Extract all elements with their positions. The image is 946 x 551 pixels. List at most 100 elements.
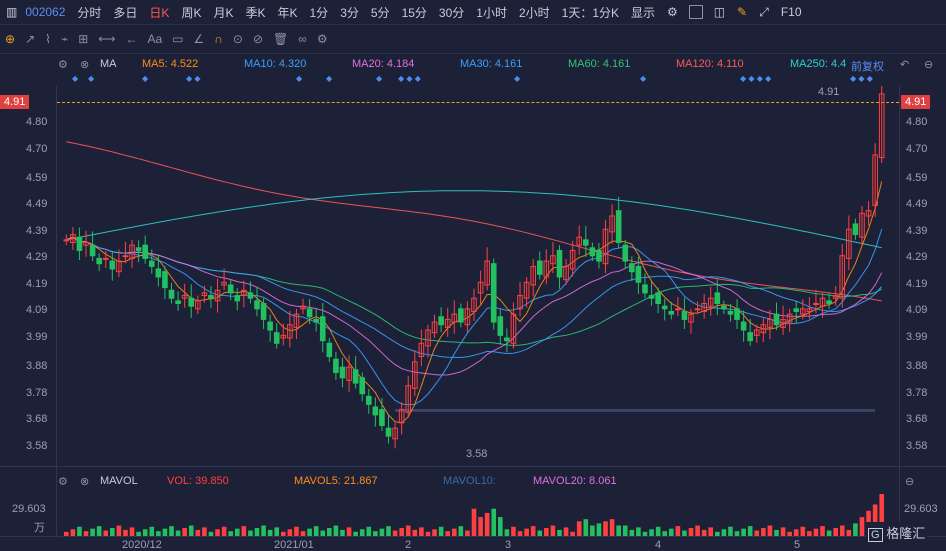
candle-body (563, 265, 569, 281)
volume-bar (202, 527, 207, 536)
angle-tool-icon[interactable]: ∠ (193, 32, 205, 46)
vol-settings-icon[interactable]: ⚙ (58, 476, 68, 488)
arrow-tool-icon[interactable]: ← (125, 32, 138, 46)
volume-bar (741, 528, 746, 536)
event-marker[interactable]: ◆ (376, 74, 383, 83)
volume-bar (787, 531, 792, 536)
event-marker[interactable]: ◆ ◆ ◆ (398, 74, 421, 83)
volume-bar (261, 525, 266, 536)
note-tool-icon[interactable]: ▭ (172, 32, 184, 46)
tab-1min[interactable]: 1分 (309, 5, 329, 20)
ma-close-icon[interactable]: ⊗ (80, 59, 90, 71)
period-dropdown[interactable]: 1天：1分K (561, 5, 620, 20)
event-marker[interactable]: ◆ (640, 74, 647, 83)
x-tick-dec: 2020/12 (122, 539, 162, 551)
volume-bar (451, 528, 457, 536)
line-tool-icon[interactable]: ↗ (25, 32, 36, 46)
volume-bar (136, 531, 141, 536)
tab-monthly-k[interactable]: 月K (213, 5, 234, 20)
event-marker[interactable]: ◆ (142, 74, 149, 83)
tab-yearly-k[interactable]: 年K (277, 5, 298, 20)
candle-body (63, 239, 70, 242)
candle-body (675, 308, 681, 311)
event-marker[interactable]: ◆ (326, 74, 333, 83)
adjust-mode[interactable]: 前复权 (851, 61, 884, 73)
candle-body (596, 249, 602, 262)
tab-weekly-k[interactable]: 周K (181, 5, 202, 20)
support-band (395, 408, 876, 412)
candle-body (412, 361, 418, 389)
wave-tool-icon[interactable]: ⌁ (60, 32, 69, 46)
volume-bar (800, 526, 806, 536)
event-marker[interactable]: ◆ (296, 74, 303, 83)
lock-tool-icon[interactable]: ⊙ (232, 32, 243, 46)
y-tick-label: 3.88 (906, 360, 928, 373)
tab-3min[interactable]: 3分 (340, 5, 359, 20)
volume-chart[interactable] (57, 492, 899, 536)
event-marker[interactable]: ◆ (514, 74, 521, 83)
stock-code[interactable]: 002062 (25, 5, 66, 19)
minus-icon[interactable]: ⊖ (924, 59, 934, 71)
candle-body (392, 427, 398, 440)
volume-bar (90, 528, 95, 536)
event-marker[interactable]: ◆ (88, 74, 95, 83)
layout-icon[interactable]: ▥ (6, 5, 18, 19)
volume-bar (195, 529, 201, 536)
vol-close-icon[interactable]: ⊗ (80, 476, 90, 488)
volume-bar (142, 529, 148, 536)
volume-bar (405, 525, 411, 536)
y-tick-label: 3.58 (26, 439, 48, 452)
candle-body (589, 247, 596, 257)
mavol20-value: MAVOL20: 8.061 (533, 475, 617, 487)
text-tool-icon[interactable]: Aa (147, 32, 163, 46)
tab-30min[interactable]: 30分 (438, 5, 465, 20)
candle-body (878, 93, 885, 159)
ma-settings-icon[interactable]: ⚙ (58, 59, 68, 71)
f10-button[interactable]: F10 (780, 5, 802, 19)
candle-body (122, 255, 129, 258)
volume-bar (300, 531, 306, 536)
tab-2hour[interactable]: 2小时 (518, 5, 550, 20)
volume-bar (333, 525, 339, 536)
ma10-line (66, 228, 883, 406)
delete-tool-icon[interactable]: 🗑 (273, 32, 289, 46)
candle-body (451, 313, 458, 323)
tab-multiday[interactable]: 多日 (113, 5, 138, 20)
settings-icon[interactable]: ⚙ (667, 5, 678, 19)
tab-quarterly-k[interactable]: 季K (245, 5, 266, 20)
volume-bar (754, 530, 760, 536)
crosshair-tool-icon[interactable]: ⊕ (5, 32, 16, 46)
candle-body (602, 228, 609, 265)
tab-daily-k[interactable]: 日K (149, 5, 170, 20)
event-marker[interactable]: ◆ ◆ ◆ (850, 74, 873, 83)
volume-bar (70, 529, 76, 536)
magnet-tool-icon[interactable]: ∩ (214, 32, 223, 46)
candle-body (497, 316, 504, 336)
tab-15min[interactable]: 15分 (401, 5, 427, 20)
tab-5min[interactable]: 5分 (370, 5, 390, 20)
tab-timeshare[interactable]: 分时 (77, 5, 102, 20)
volume-bar (596, 523, 602, 536)
volume-bar (438, 526, 444, 536)
event-marker[interactable]: ◆ ◆ (186, 74, 201, 83)
event-marker[interactable]: ◆ (72, 74, 79, 83)
measure-tool-icon[interactable]: ⟷ (98, 32, 116, 46)
vol-minus-icon[interactable]: ⊖ (905, 476, 915, 488)
volume-bar (386, 526, 391, 536)
fullscreen-icon[interactable]: ⤢ (759, 4, 769, 19)
tool-settings-icon[interactable]: ⚙ (316, 32, 328, 46)
candle-body (826, 300, 832, 305)
candlestick-chart[interactable] (57, 86, 899, 460)
volume-bar (839, 525, 845, 536)
event-marker[interactable]: ◆ ◆ ◆ ◆ (740, 74, 772, 83)
hide-tool-icon[interactable]: ⊘ (252, 32, 264, 46)
grid-tool-icon[interactable]: ⊞ (78, 32, 89, 46)
link-tool-icon[interactable]: ∞ (298, 32, 307, 46)
channel-tool-icon[interactable]: ⌇ (45, 32, 51, 46)
display-dropdown[interactable]: 显示 (631, 5, 656, 20)
tab-1hour[interactable]: 1小时 (476, 5, 507, 20)
pencil-icon[interactable]: ✎ (737, 5, 748, 19)
camera-icon[interactable]: ◫ (713, 5, 726, 19)
checkbox-icon[interactable] (688, 5, 703, 19)
undo-icon[interactable]: ↶ (900, 59, 910, 71)
